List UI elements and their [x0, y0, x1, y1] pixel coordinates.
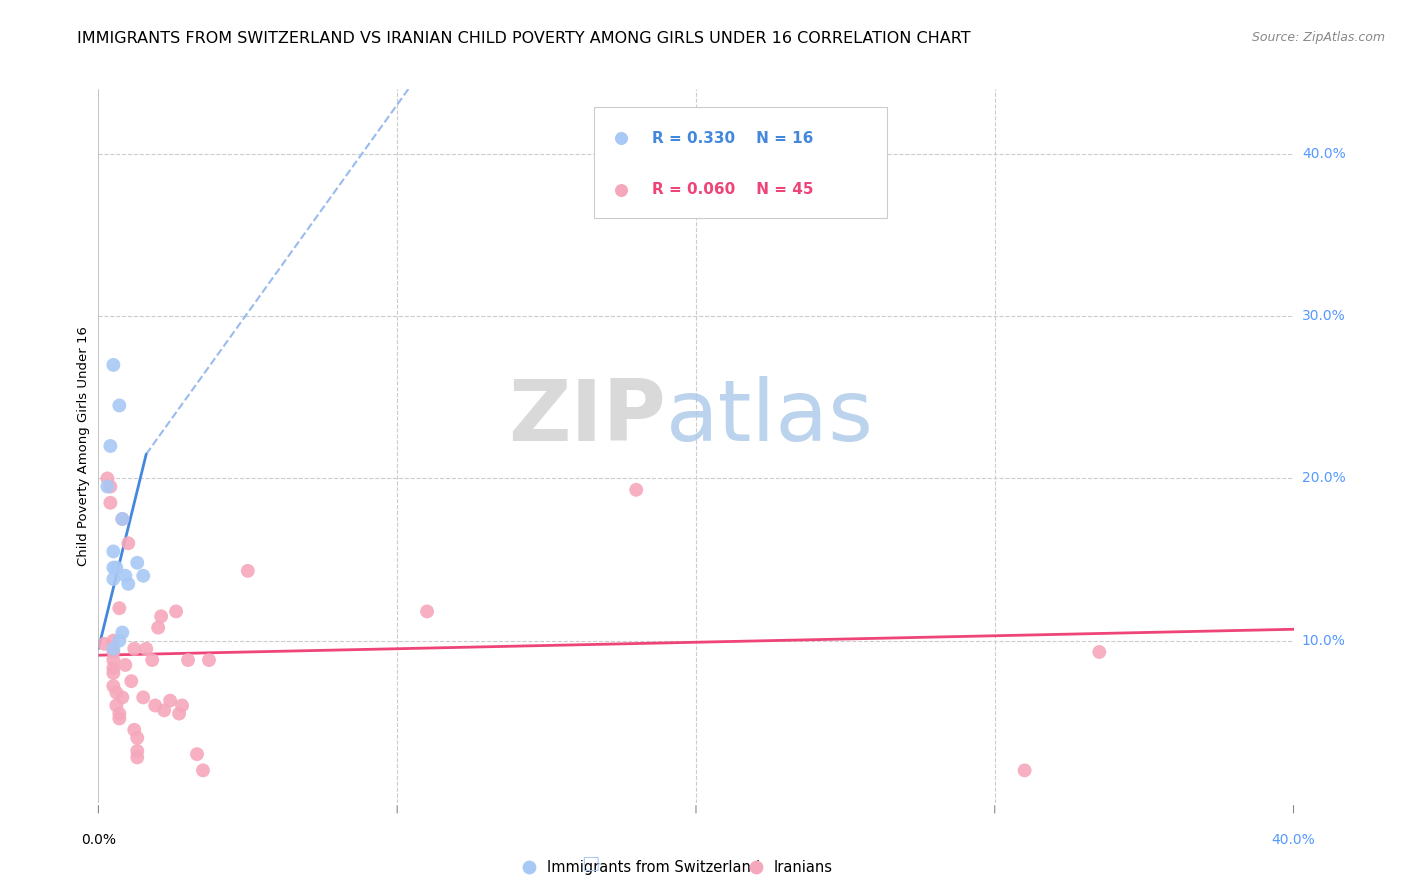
- Point: [105, 560, 128, 574]
- Point: [135, 641, 157, 656]
- Point: [108, 633, 131, 648]
- Point: [103, 633, 125, 648]
- Point: [626, 483, 648, 497]
- Point: [108, 711, 131, 725]
- Point: [1088, 645, 1111, 659]
- Point: [96, 471, 118, 485]
- Point: [1014, 764, 1036, 778]
- Point: [143, 698, 166, 713]
- Text: R = 0.330    N = 16: R = 0.330 N = 16: [652, 130, 813, 145]
- Point: [132, 690, 155, 705]
- Point: [167, 706, 190, 721]
- Text: 40.0%: 40.0%: [1271, 833, 1316, 847]
- Text: IMMIGRANTS FROM SWITZERLAND VS IRANIAN CHILD POVERTY AMONG GIRLS UNDER 16 CORREL: IMMIGRANTS FROM SWITZERLAND VS IRANIAN C…: [77, 31, 972, 46]
- Point: [103, 666, 125, 681]
- Point: [148, 621, 170, 635]
- Point: [132, 568, 155, 582]
- Text: Immigrants from Switzerland: Immigrants from Switzerland: [547, 860, 759, 874]
- Text: atlas: atlas: [666, 376, 875, 459]
- Point: [93, 637, 115, 651]
- Text: 40.0%: 40.0%: [1302, 147, 1346, 161]
- Point: [191, 764, 214, 778]
- Point: [172, 698, 194, 713]
- Text: Iranians: Iranians: [773, 860, 832, 874]
- Point: [103, 679, 125, 693]
- Point: [120, 674, 142, 689]
- Point: [103, 645, 125, 659]
- Point: [150, 609, 173, 624]
- Point: [127, 750, 149, 764]
- Point: [103, 661, 125, 675]
- Point: [98, 496, 122, 510]
- Text: 30.0%: 30.0%: [1302, 310, 1346, 323]
- Point: [114, 568, 136, 582]
- Point: [98, 439, 122, 453]
- Point: [108, 601, 131, 615]
- Point: [103, 560, 125, 574]
- Point: [236, 564, 259, 578]
- Point: [103, 544, 125, 558]
- Text: 20.0%: 20.0%: [1302, 472, 1346, 485]
- Point: [165, 604, 187, 618]
- Point: [111, 512, 134, 526]
- Point: [108, 706, 131, 721]
- Text: ZIP: ZIP: [509, 376, 666, 459]
- Point: [198, 653, 221, 667]
- Text: R = 0.060    N = 45: R = 0.060 N = 45: [652, 183, 813, 197]
- Point: [117, 577, 139, 591]
- Point: [124, 641, 146, 656]
- Text: □: □: [581, 854, 600, 873]
- Point: [117, 536, 139, 550]
- Point: [98, 479, 122, 493]
- Point: [159, 693, 181, 707]
- Point: [153, 703, 176, 717]
- Text: Source: ZipAtlas.com: Source: ZipAtlas.com: [1251, 31, 1385, 45]
- Point: [416, 604, 439, 618]
- Point: [127, 744, 149, 758]
- Point: [114, 657, 136, 672]
- Point: [103, 358, 125, 372]
- Point: [186, 747, 208, 761]
- Point: [108, 399, 131, 413]
- Point: [111, 690, 134, 705]
- Point: [141, 653, 163, 667]
- Text: 0.0%: 0.0%: [82, 833, 115, 847]
- Text: 10.0%: 10.0%: [1302, 633, 1346, 648]
- Point: [105, 698, 128, 713]
- Point: [103, 572, 125, 586]
- Point: [127, 731, 149, 745]
- Y-axis label: Child Poverty Among Girls Under 16: Child Poverty Among Girls Under 16: [77, 326, 90, 566]
- Point: [111, 512, 134, 526]
- Point: [103, 641, 125, 656]
- Point: [111, 625, 134, 640]
- Point: [177, 653, 200, 667]
- Point: [127, 556, 149, 570]
- Point: [124, 723, 146, 737]
- Point: [96, 479, 118, 493]
- Point: [105, 685, 128, 699]
- Point: [103, 653, 125, 667]
- FancyBboxPatch shape: [595, 107, 887, 218]
